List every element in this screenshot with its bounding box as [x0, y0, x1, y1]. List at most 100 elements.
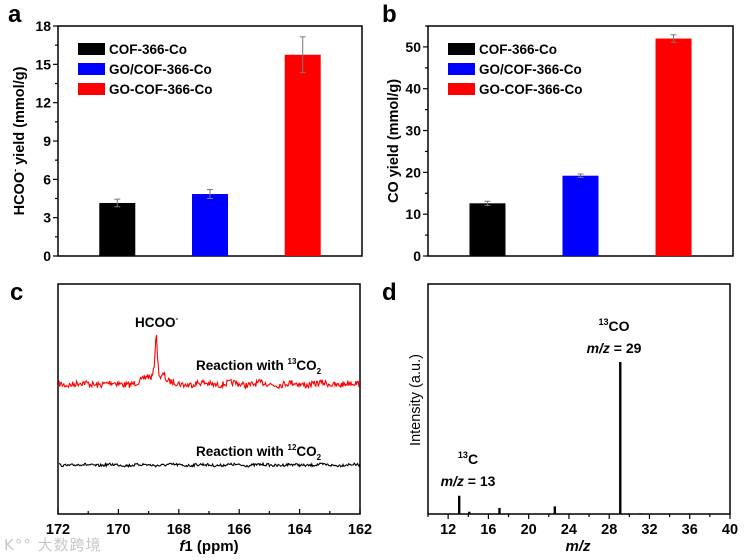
y-tick-label: 10	[405, 206, 421, 222]
panel-b: b 0 10 20 30 40 50 COF-366-Co GO/COF-366-Co GO-CO…	[382, 1, 734, 264]
text-part: 13	[598, 317, 608, 327]
x-tick-label: 28	[601, 522, 617, 538]
y-axis-label: CO yield (mmol/g)	[386, 79, 402, 203]
x-tick-label: 40	[722, 522, 738, 538]
legend-label: COF-366-Co	[479, 42, 557, 57]
y-tick-label: 20	[405, 164, 421, 180]
watermark-logo-icon: K°°	[4, 536, 32, 554]
bar-cof-366-co	[99, 202, 136, 256]
text-part: 1 (ppm)	[184, 538, 238, 555]
error-bar	[484, 200, 491, 206]
text-part: 2	[317, 453, 322, 462]
text-part: Reaction with	[196, 358, 288, 373]
y-axis-label: Intensity (a.u.)	[408, 354, 424, 446]
x-tick-label: 24	[561, 522, 577, 538]
x-tick-label: 172	[46, 522, 70, 538]
text-part: = 13	[464, 473, 496, 489]
peak-species-label: 13C	[458, 450, 478, 467]
text-part: CO	[296, 358, 316, 373]
y-tick-label: 3	[43, 210, 51, 226]
y-tick-label: 18	[35, 18, 51, 34]
text-part: HCOO	[12, 172, 28, 216]
x-tick-label: 164	[287, 522, 311, 538]
text-part: m/z	[587, 340, 610, 356]
peak-label-hcoo: HCOO-	[135, 314, 179, 330]
legend-label: GO/COF-366-Co	[479, 62, 582, 77]
x-tick-label: 20	[521, 522, 537, 538]
text-part: C	[468, 451, 478, 467]
peak-mz-label: m/z = 29	[587, 340, 642, 356]
spectrum-12co2	[58, 461, 361, 469]
error-bar	[670, 34, 677, 43]
x-tick-label: 16	[480, 522, 496, 538]
series-label: Reaction with 13CO2	[196, 357, 322, 376]
legend-label: GO-COF-366-Co	[479, 82, 583, 97]
y-tick-label: 40	[405, 81, 421, 97]
error-bar	[207, 189, 213, 199]
panel-label: d	[382, 279, 397, 306]
panel-label: a	[8, 1, 22, 28]
text-part: 13	[288, 357, 297, 366]
x-axis-label: f1 (ppm)	[179, 538, 238, 555]
text-part: HCOO	[135, 315, 176, 330]
panel-label: b	[382, 1, 397, 28]
y-tick-label: 0	[43, 248, 51, 264]
x-tick-label: 168	[167, 522, 191, 538]
legend-swatch	[448, 43, 475, 55]
x-tick-label: 12	[440, 522, 456, 538]
text-part: m/z	[441, 473, 464, 489]
y-tick-label: 15	[35, 56, 51, 72]
legend-swatch	[448, 83, 475, 95]
legend: COF-366-Co GO/COF-366-Co GO-COF-366-Co	[448, 42, 583, 97]
x-tick-label: 162	[348, 522, 372, 538]
legend: COF-366-Co GO/COF-366-Co GO-COF-366-Co	[78, 42, 213, 97]
spectrum-13co2	[58, 334, 360, 390]
panel-a: a 0 3 6 9 12 15 18 COF-366-Co GO/COF-366-Co GO-COF…	[8, 1, 363, 264]
y-tick-label: 30	[405, 123, 421, 139]
bar-go-cof-366-co	[284, 54, 321, 256]
legend-label: COF-366-Co	[109, 42, 187, 57]
text-part: -	[176, 314, 179, 323]
legend-swatch	[78, 83, 105, 95]
x-tick-label: 36	[682, 522, 698, 538]
watermark: K°° 大数跨境	[4, 534, 102, 555]
x-axis-label: m/z	[565, 538, 591, 555]
text-part: 2	[317, 367, 322, 376]
series-label: Reaction with 12CO2	[196, 443, 322, 462]
x-tick-label: 32	[641, 522, 657, 538]
text-part: CO	[296, 444, 316, 459]
text-part: 12	[288, 443, 297, 452]
y-tick-label: 9	[43, 133, 51, 149]
plot-frame	[57, 283, 361, 515]
y-axis-label: HCOO- yield (mmol/g)	[10, 66, 28, 215]
plot-frame	[427, 283, 731, 515]
bar-go-cof-366-co	[192, 194, 228, 256]
watermark-text: 大数跨境	[37, 536, 102, 554]
y-tick-label: 0	[413, 248, 421, 264]
panel-label: c	[10, 279, 23, 306]
legend-label: GO-COF-366-Co	[109, 82, 213, 97]
x-tick-label: 166	[227, 522, 251, 538]
x-tick-label: 170	[106, 522, 130, 538]
text-part: 13	[458, 450, 468, 460]
legend-swatch	[78, 63, 105, 75]
error-bar	[114, 198, 121, 208]
peak-mz-label: m/z = 13	[441, 473, 496, 489]
legend-swatch	[448, 63, 475, 75]
bar-go-cof-366-co	[655, 38, 692, 256]
text-part: Reaction with	[196, 444, 288, 459]
y-tick-label: 6	[43, 171, 51, 187]
text-part: CO	[609, 318, 630, 334]
y-tick-label: 50	[405, 39, 421, 55]
error-bar	[577, 173, 584, 178]
legend-label: GO/COF-366-Co	[109, 62, 212, 77]
bar-go-cof-366-co	[562, 175, 599, 256]
bar-cof-366-co	[469, 203, 506, 256]
panel-c: c 172 170 168 166 164 162 f1 (ppm) HCOO- Reaction…	[10, 279, 372, 555]
legend-swatch	[78, 43, 105, 55]
y-tick-label: 12	[35, 95, 51, 111]
text-part: -	[10, 169, 20, 172]
text-part: yield (mmol/g)	[12, 66, 28, 168]
